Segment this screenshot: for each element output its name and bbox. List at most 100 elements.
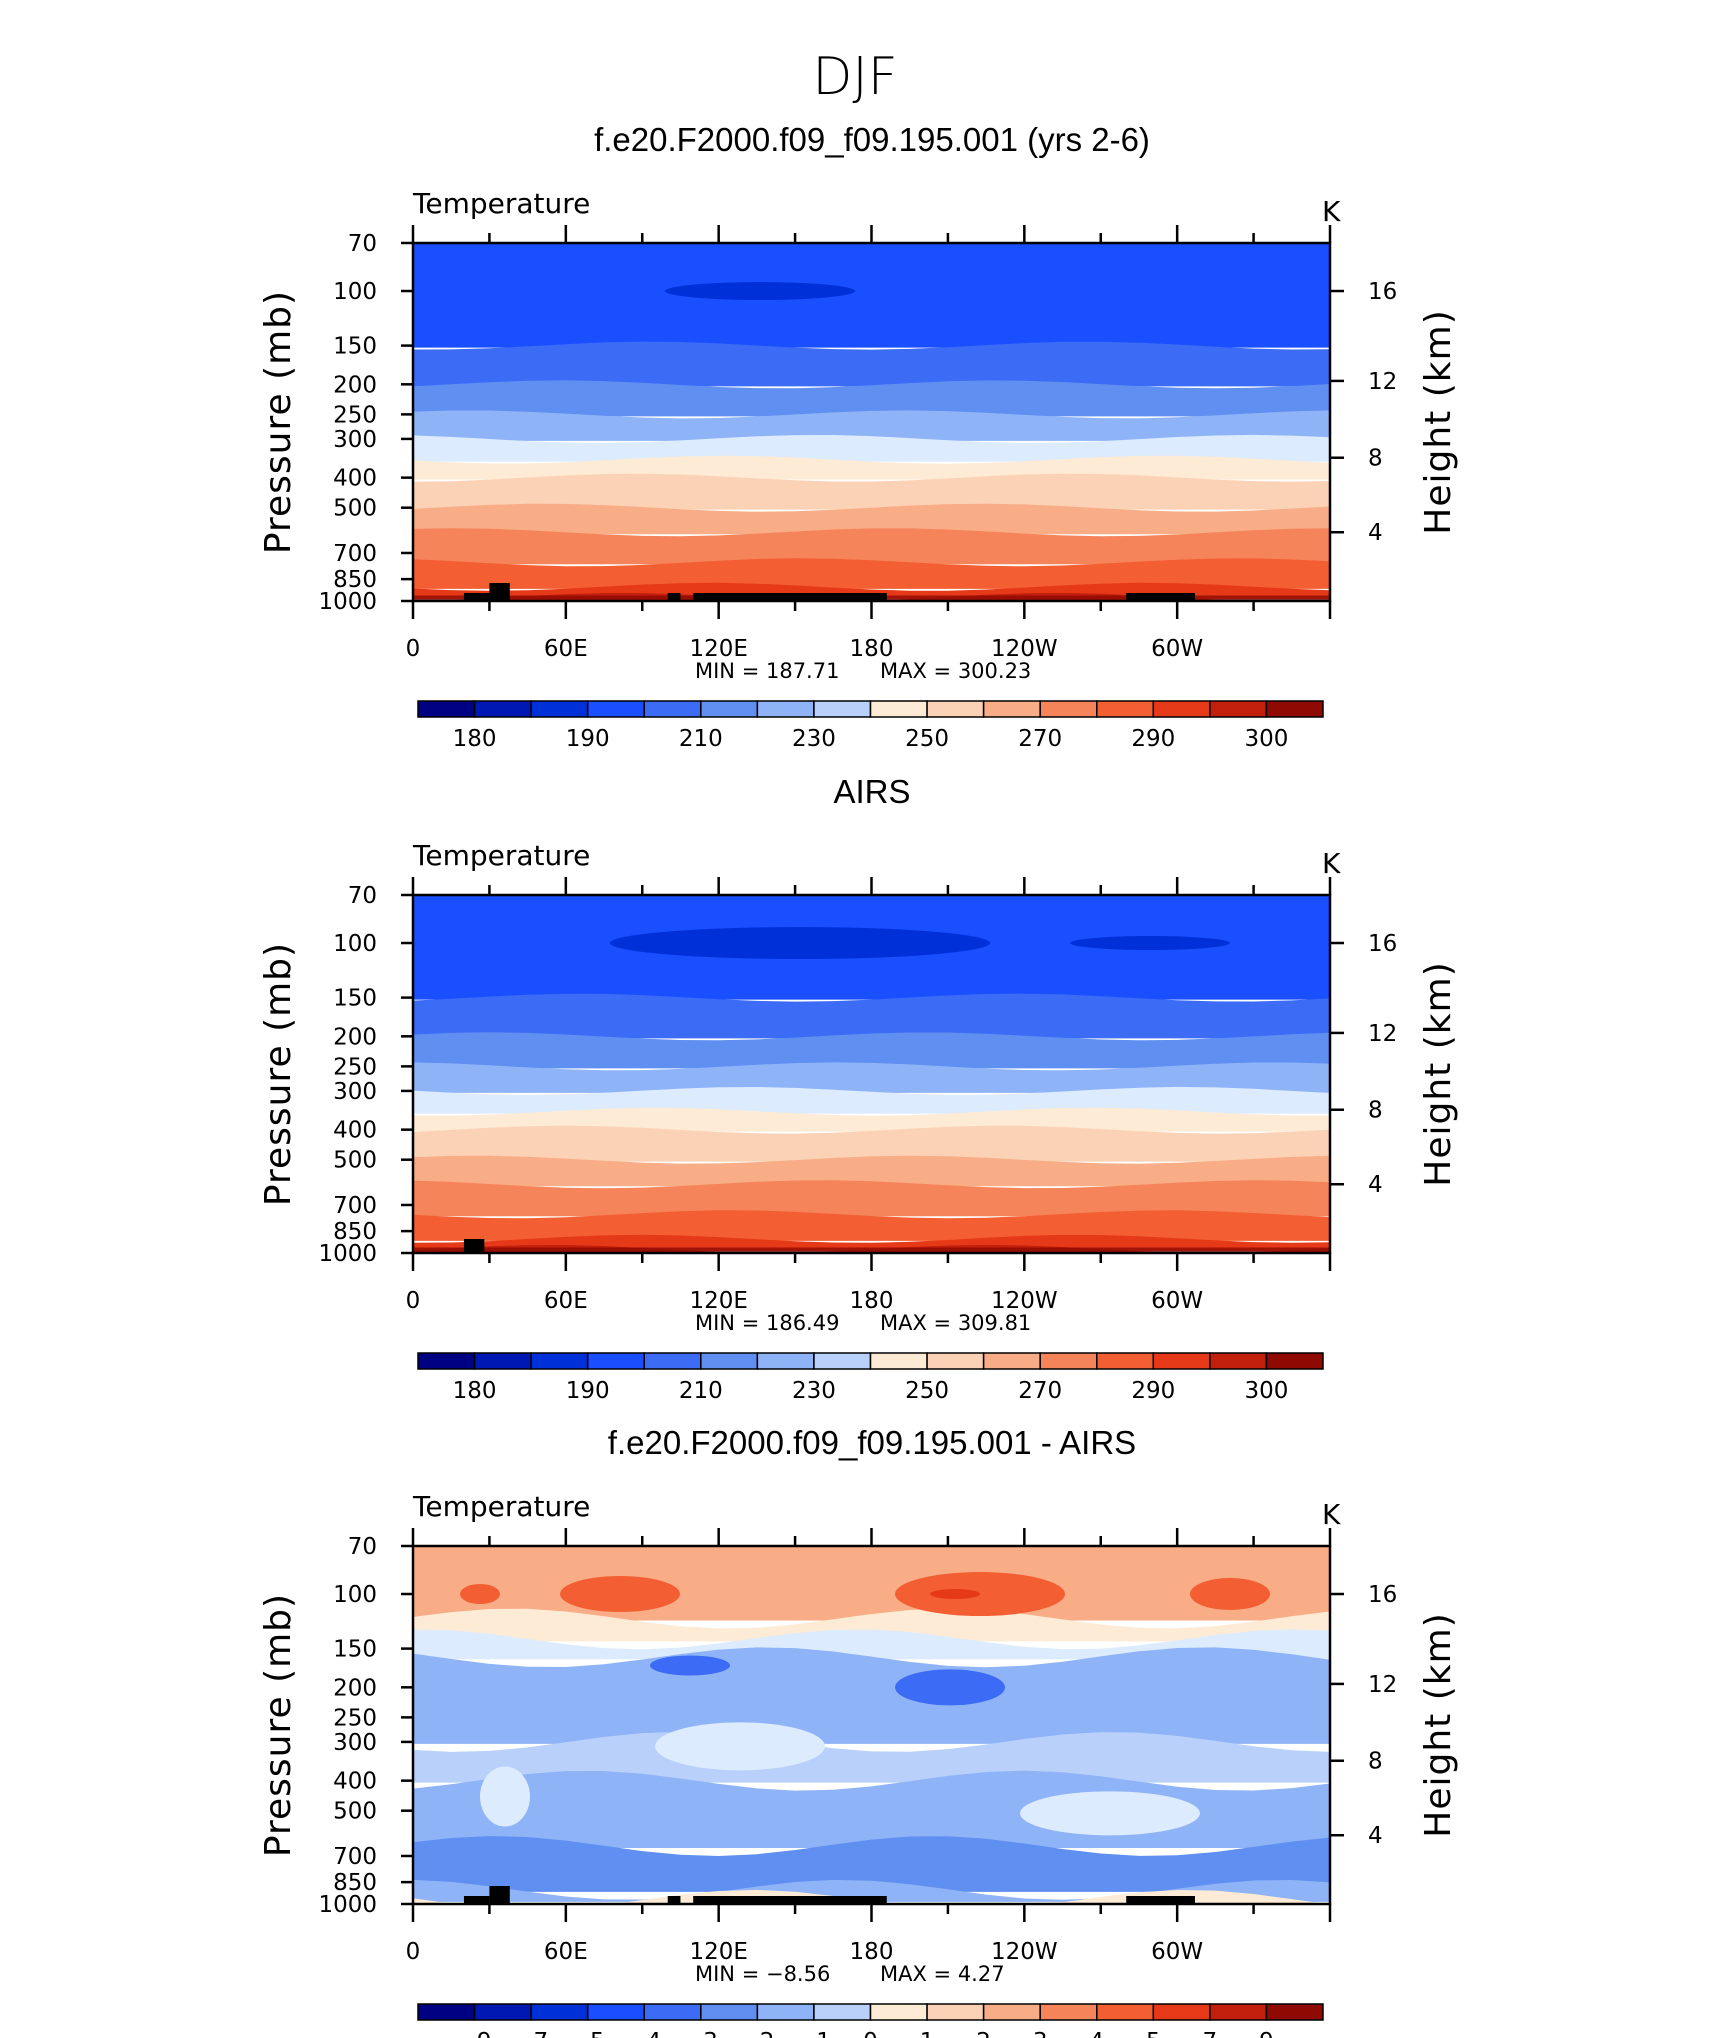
x-tick-label: 120E: [689, 636, 747, 662]
y-right-tick-label: 4: [1368, 1172, 1383, 1198]
topography: [667, 593, 681, 601]
panel-title: AIRS: [833, 773, 910, 810]
units-label: K: [1322, 847, 1341, 880]
colorbar-label: 210: [679, 1378, 723, 1404]
colorbar-label: 190: [566, 726, 610, 752]
colorbar-label: 250: [905, 1378, 949, 1404]
contour-band: [413, 1546, 1330, 1621]
colorbar-label: 300: [1244, 726, 1288, 752]
cold-core: [665, 282, 855, 301]
contour-area: [413, 243, 1330, 601]
y-right-tick-label: 8: [1368, 1098, 1383, 1124]
y-tick-label: 700: [333, 1193, 377, 1219]
colorbar-box: [586, 1352, 645, 1370]
min-label: MIN = 187.71: [695, 659, 839, 683]
colorbar-label: 5: [1146, 2029, 1161, 2038]
colorbar-label: 4: [1089, 2029, 1104, 2038]
field-label: Temperature: [412, 187, 590, 220]
weak-anomaly: [1020, 1791, 1200, 1836]
colorbar-label: 270: [1018, 726, 1062, 752]
contour-band: [413, 1879, 1330, 1902]
colorbar-box: [473, 1352, 532, 1370]
panel-1: f.e20.F2000.f09_f09.195.001 (yrs 2-6)Tem…: [258, 121, 1459, 752]
colorbar-box: [700, 700, 759, 718]
y-axis-label: Pressure (mb): [258, 1593, 299, 1857]
colorbar-label: 230: [792, 1378, 836, 1404]
x-tick-label: 0: [406, 1288, 421, 1314]
colorbar-box: [1265, 700, 1324, 718]
colorbar-box: [1265, 1352, 1324, 1370]
y-tick-label: 300: [333, 1079, 377, 1105]
colorbar-box: [700, 1352, 759, 1370]
weak-anomaly: [655, 1722, 825, 1771]
colorbar-box: [473, 700, 532, 718]
x-tick-label: 60W: [1151, 1288, 1203, 1314]
y-right-axis-label: Height (km): [1418, 309, 1459, 534]
contour-band: [413, 1647, 1330, 1744]
contour-area: [413, 895, 1330, 1253]
topography: [667, 1896, 681, 1904]
colorbar-box: [1039, 1352, 1098, 1370]
y-tick-label: 400: [333, 1769, 377, 1795]
colorbar-box: [869, 1352, 928, 1370]
colorbar-box: [643, 1352, 702, 1370]
topography: [463, 1896, 490, 1904]
y-right-tick-label: 8: [1368, 446, 1383, 472]
colorbar-box: [417, 2003, 476, 2021]
colorbar-label: −7: [514, 2029, 548, 2038]
warm-anomaly-core: [930, 1589, 980, 1600]
units-label: K: [1322, 1498, 1341, 1531]
colorbar-box: [869, 700, 928, 718]
y-right-tick-label: 16: [1368, 931, 1397, 957]
panel-title: f.e20.F2000.f09_f09.195.001 - AIRS: [608, 1424, 1136, 1461]
colorbar-label: 9: [1259, 2029, 1274, 2038]
colorbar: −9 −7 −5 −4 −3 −2 −1 0 1 2 3 4 5 7 9: [417, 2003, 1324, 2038]
y-tick-label: 500: [333, 1799, 377, 1825]
colorbar-label: −2: [740, 2029, 774, 2038]
y-axis-label: Pressure (mb): [258, 942, 299, 1206]
y-tick-label: 150: [333, 334, 377, 360]
contour-band: [413, 558, 1330, 589]
colorbar-label: 180: [453, 726, 497, 752]
colorbar-label: 290: [1131, 726, 1175, 752]
contour-band: [413, 455, 1330, 480]
colorbar-box: [756, 1352, 815, 1370]
y-tick-label: 1000: [318, 1892, 377, 1918]
contour-band: [413, 1125, 1330, 1162]
min-label: MIN = 186.49: [695, 1311, 839, 1335]
x-tick-label: 120E: [689, 1939, 747, 1965]
colorbar: 180 190 210 230 250 270 290 300: [417, 700, 1324, 752]
colorbar-label: 2: [976, 2029, 991, 2038]
colorbar-box: [586, 700, 645, 718]
y-tick-label: 200: [333, 1024, 377, 1050]
contour-band: [413, 1210, 1330, 1241]
y-tick-label: 1000: [318, 1241, 377, 1267]
y-right-tick-label: 4: [1368, 1823, 1383, 1849]
y-tick-label: 500: [333, 1148, 377, 1174]
colorbar-box: [417, 1352, 476, 1370]
y-tick-label: 850: [333, 1870, 377, 1896]
contour-band: [413, 434, 1330, 462]
colorbar-box: [1209, 1352, 1268, 1370]
topography: [1126, 1896, 1195, 1904]
colorbar-box: [530, 1352, 589, 1370]
y-tick-label: 1000: [318, 589, 377, 615]
cold-anomaly: [895, 1669, 1005, 1706]
y-tick-label: 70: [348, 883, 377, 909]
colorbar-box: [869, 2003, 928, 2021]
warm-anomaly: [460, 1584, 500, 1605]
colorbar-box: [1096, 700, 1155, 718]
colorbar-box: [530, 700, 589, 718]
topography: [489, 583, 510, 601]
colorbar-box: [926, 2003, 985, 2021]
contour-band: [413, 341, 1330, 387]
colorbar-box: [643, 700, 702, 718]
colorbar-box: [1039, 700, 1098, 718]
y-tick-label: 700: [333, 1844, 377, 1870]
y-tick-label: 200: [333, 1675, 377, 1701]
colorbar-box: [756, 700, 815, 718]
colorbar-label: 180: [453, 1378, 497, 1404]
contour-band: [413, 1889, 1328, 1904]
